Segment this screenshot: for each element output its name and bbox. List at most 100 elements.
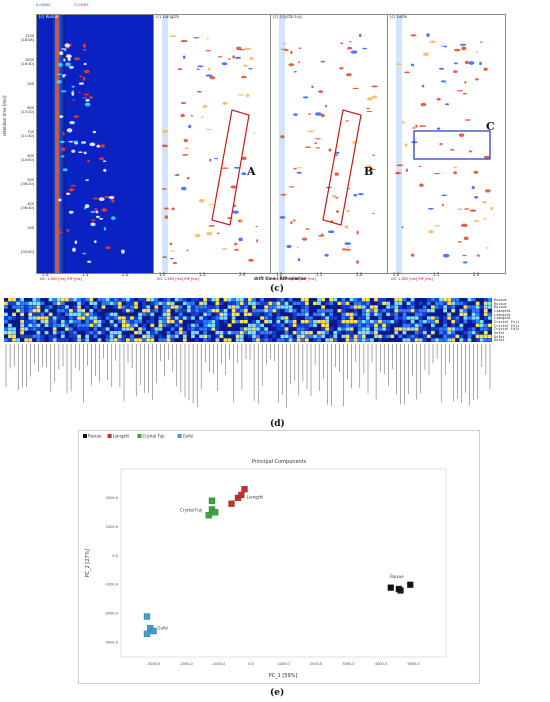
fingerprint-cell (170, 312, 175, 317)
fingerprint-cell (268, 338, 273, 342)
fingerprint-cell (435, 323, 439, 328)
colorbar-min: 0.00000 (36, 3, 51, 7)
difference-spot (208, 225, 215, 227)
signal-spot (94, 240, 97, 244)
fingerprint-cell (321, 312, 325, 317)
signal-spot (102, 160, 107, 162)
fingerprint-cell (260, 338, 264, 342)
fingerprint-cell (227, 320, 232, 324)
fingerprint-cell (121, 312, 126, 317)
fingerprint-cell (235, 301, 240, 306)
fingerprint-cell (73, 305, 77, 309)
difference-spot (202, 104, 208, 108)
fingerprint-cell (256, 312, 260, 317)
fingerprint-cell (418, 312, 423, 317)
fingerprint-cell (304, 320, 309, 324)
fingerprint-cell (394, 338, 399, 342)
difference-spot (350, 50, 358, 54)
fingerprint-cell (243, 323, 248, 328)
fingerprint-cell (154, 309, 159, 313)
fingerprint-cell (85, 334, 90, 339)
fingerprint-cell (162, 323, 167, 328)
x-tick: 2000.0 (310, 662, 322, 666)
fingerprint-cell (467, 301, 472, 306)
fingerprint-cell (215, 298, 220, 302)
fingerprint-cell (20, 309, 25, 313)
y-tick: 2000.0 (106, 496, 118, 500)
fingerprint-cell (187, 298, 191, 302)
fingerprint-cell (20, 323, 25, 328)
fingerprint-cell (178, 301, 183, 306)
fingerprint-cell (239, 301, 244, 306)
difference-spot (344, 225, 349, 229)
fingerprint-cell (223, 309, 228, 313)
fingerprint-cell (203, 305, 208, 309)
fingerprint-cell (4, 323, 8, 328)
fingerprint-cell (60, 323, 65, 328)
fingerprint-cell (309, 298, 313, 302)
fingerprint-cell (422, 301, 427, 306)
fingerprint-cell (154, 301, 159, 306)
fingerprint-cell (370, 301, 374, 306)
fingerprint-cell (280, 301, 285, 306)
fingerprint-cell (467, 298, 472, 302)
fingerprint-cell (69, 298, 73, 302)
signal-spot (84, 69, 90, 74)
fingerprint-cell (292, 338, 297, 342)
fingerprint-cell (272, 323, 277, 328)
y-tick: 600 [10:00] (21, 154, 34, 162)
difference-spot (366, 110, 373, 113)
fingerprint-cell (325, 331, 330, 335)
fingerprint-cell (313, 312, 317, 317)
fingerprint-cell (483, 316, 488, 320)
fingerprint-cell (463, 312, 468, 317)
difference-spot (169, 242, 173, 246)
fingerprint-cell (97, 331, 102, 335)
fingerprint-cell (170, 323, 175, 328)
fingerprint-cell (337, 301, 342, 306)
fingerprint-cell (162, 316, 167, 320)
fingerprint-cell (182, 298, 187, 302)
fingerprint-cell (130, 331, 134, 335)
fingerprint-cell (113, 327, 118, 331)
difference-spot (184, 147, 190, 150)
fingerprint-cell (459, 331, 464, 335)
fingerprint-cell (97, 320, 102, 324)
signal-spot (84, 204, 90, 209)
fingerprint-cell (455, 331, 460, 335)
fingerprint-cell (4, 316, 8, 320)
fingerprint-cell (418, 338, 423, 342)
fingerprint-cell (44, 323, 49, 328)
fingerprint-cell (191, 305, 195, 309)
fingerprint-cell (227, 327, 232, 331)
fingerprint-cell (16, 323, 20, 328)
signal-spot (73, 115, 80, 118)
data-point (208, 497, 216, 504)
fingerprint-cell (32, 316, 37, 320)
fingerprint-cell (162, 320, 167, 324)
fingerprint-cell (370, 320, 374, 324)
fingerprint-cell (81, 312, 86, 317)
fingerprint-cell (178, 320, 183, 324)
fingerprint-cell (349, 334, 354, 339)
fingerprint-cell (28, 301, 33, 306)
fingerprint-cell (288, 316, 293, 320)
fingerprint-cell (382, 338, 386, 342)
fingerprint-cell (471, 305, 476, 309)
fingerprint-cell (398, 309, 403, 313)
fingerprint-cell (459, 327, 464, 331)
fingerprint-cell (105, 301, 110, 306)
fingerprint-cell (353, 309, 358, 313)
fingerprint-cell (52, 312, 57, 317)
fingerprint-cell (182, 309, 187, 313)
difference-spot (314, 142, 317, 145)
fingerprint-cell (142, 338, 147, 342)
fingerprint-cell (341, 298, 346, 302)
fingerprint-cell (370, 338, 374, 342)
fingerprint-cell (166, 323, 171, 328)
difference-spot (483, 67, 488, 71)
difference-spot (162, 256, 168, 258)
fingerprint-cell (195, 338, 199, 342)
fingerprint-cell (101, 323, 106, 328)
fingerprint-cell (174, 327, 179, 331)
